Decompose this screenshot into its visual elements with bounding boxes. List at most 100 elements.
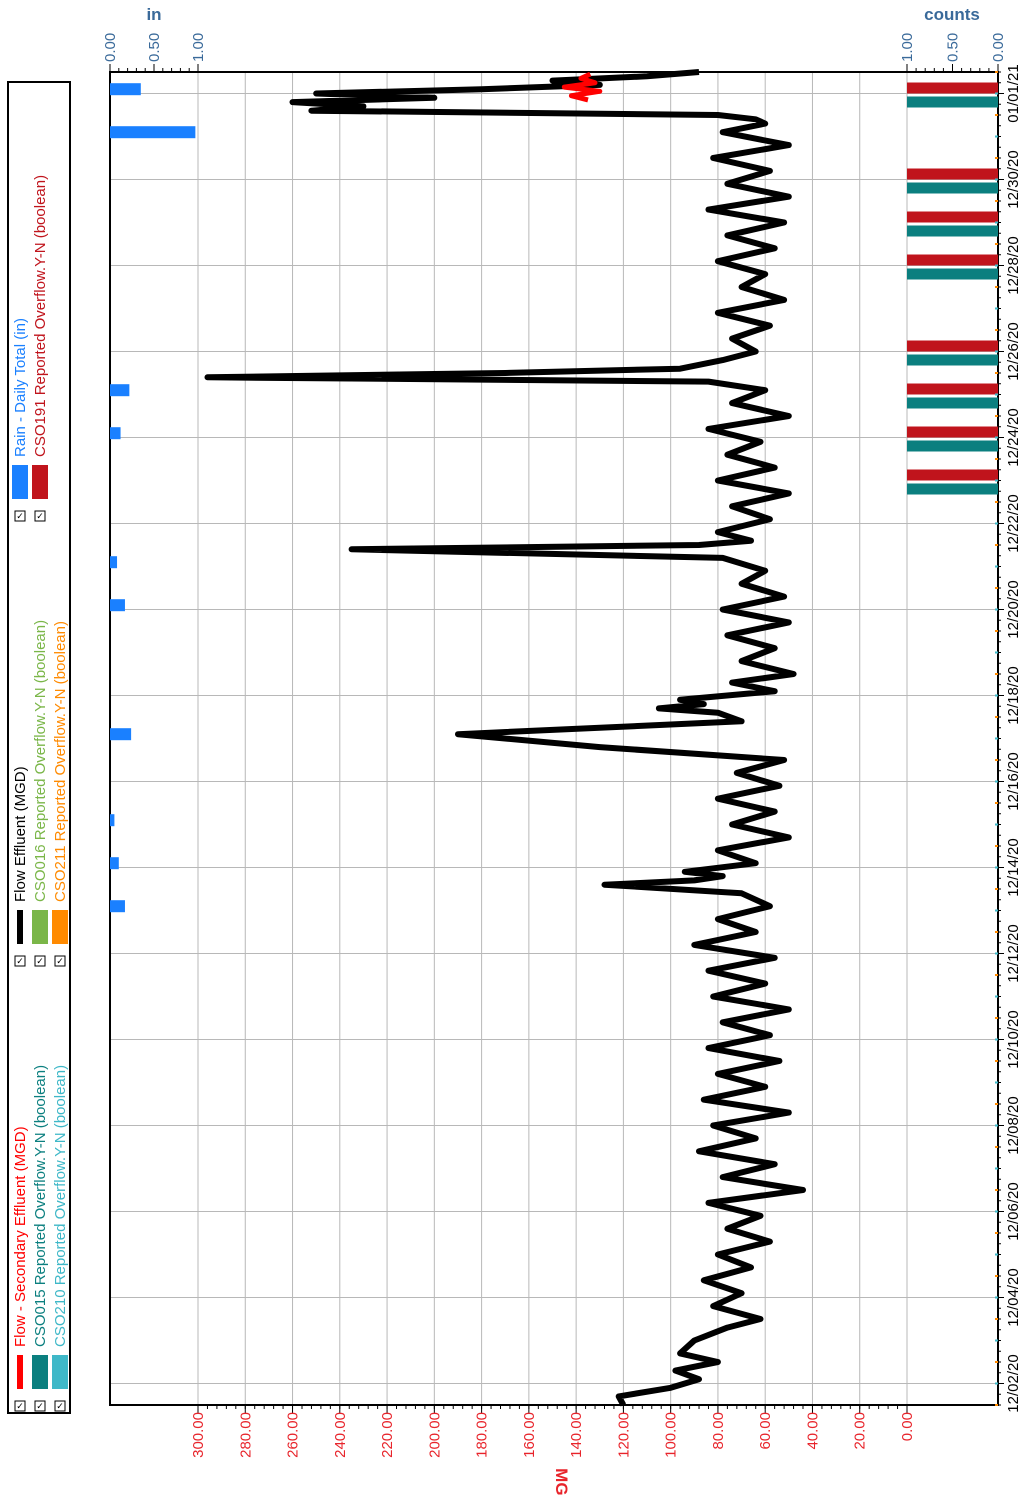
plot-area: [109, 71, 999, 1406]
legend-checkbox: [54, 955, 66, 967]
cso-zero-marker: [995, 823, 998, 826]
cso-zero-marker: [995, 845, 998, 847]
legend-swatch: [32, 910, 48, 944]
cso-zero-marker: [995, 995, 998, 998]
cso-zero-marker: [995, 178, 998, 181]
legend-label: CSO211 Reported Overflow.Y-N (boolean): [52, 621, 69, 902]
legend: ✓ Flow - Secondary Effluent (MGD) ✓ Flow Ef…: [7, 81, 71, 1414]
legend-checkbox: [14, 510, 26, 522]
cso-zero-marker: [995, 350, 998, 353]
rain-bar: [110, 900, 125, 913]
mgd-tick-label: 80.00: [710, 1412, 727, 1450]
cso-zero-marker: [995, 1296, 998, 1299]
cso-zero-marker: [995, 974, 998, 976]
cso191-bar: [907, 82, 998, 94]
cso-zero-marker: [995, 587, 998, 589]
cso-zero-marker: [995, 1038, 998, 1041]
legend-swatch: [52, 1355, 68, 1389]
cso191-bar: [907, 383, 998, 395]
rain-tick-label: 1.00: [190, 33, 207, 62]
cso191-bar: [907, 168, 998, 180]
cso191-bar: [907, 426, 998, 438]
legend-check-icon: ✓: [36, 512, 44, 522]
cso-zero-marker: [995, 1404, 998, 1406]
mgd-tick-label: 20.00: [852, 1412, 869, 1450]
mgd-tick-label: 200.00: [426, 1412, 443, 1458]
rain-bar: [110, 728, 132, 741]
legend-swatch: [17, 1355, 23, 1389]
cso-zero-marker: [995, 630, 998, 632]
mgd-tick-label: 100.00: [663, 1412, 680, 1458]
legend-checkbox: [14, 1400, 26, 1412]
mgd-tick-label: 160.00: [521, 1412, 538, 1458]
legend-check-icon: ✓: [36, 1402, 44, 1412]
counts-tick-label: 0.00: [990, 33, 1007, 62]
cso-zero-marker: [995, 243, 998, 245]
plot-background: [110, 72, 998, 1405]
cso-zero-marker: [995, 71, 998, 73]
cso-zero-marker: [995, 651, 998, 654]
legend-checkbox: [34, 1400, 46, 1412]
legend-label: CSO015 Reported Overflow.Y-N (boolean): [32, 1065, 49, 1347]
mgd-tick-label: 60.00: [757, 1412, 774, 1450]
cso-zero-marker: [995, 716, 998, 718]
cso-zero-marker: [995, 694, 998, 697]
rain-tick-label: 0.50: [146, 33, 163, 62]
cso-zero-marker: [995, 1167, 998, 1170]
legend-swatch: [52, 910, 68, 944]
cso-series: [907, 71, 998, 1406]
cso191-bar: [907, 254, 998, 266]
flow-secondary-line: [561, 71, 603, 103]
cso-zero-marker: [995, 866, 998, 869]
cso191-bar: [907, 469, 998, 481]
legend-check-icon: ✓: [16, 957, 24, 967]
date-tick-label: 12/12/20: [1005, 924, 1022, 982]
legend-frame: [7, 81, 71, 1414]
cso-zero-marker: [995, 1124, 998, 1127]
cso-zero-marker: [995, 1339, 998, 1342]
cso-zero-marker: [995, 307, 998, 310]
cso-zero-marker: [995, 1318, 998, 1320]
counts-tick-label: 0.50: [945, 33, 962, 62]
cso-zero-marker: [995, 608, 998, 611]
date-tick-label: 12/06/20: [1005, 1182, 1022, 1240]
cso-zero-marker: [995, 544, 998, 546]
cso-zero-marker: [995, 264, 998, 267]
rain-bar: [110, 857, 119, 870]
flow-effluent-line: [204, 69, 806, 1407]
mgd-tick-label: 40.00: [804, 1412, 821, 1450]
date-tick-label: 12/20/20: [1005, 580, 1022, 638]
cso-zero-marker: [995, 157, 998, 159]
date-tick-label: 12/14/20: [1005, 838, 1022, 896]
legend-label: Flow - Secondary Effluent (MGD): [12, 1126, 29, 1347]
legend-label: CSO191 Reported Overflow.Y-N (boolean): [32, 175, 49, 457]
cso-zero-marker: [995, 909, 998, 912]
legend-swatch: [17, 910, 23, 944]
date-tick-label: 12/30/20: [1005, 150, 1022, 208]
cso-zero-marker: [995, 372, 998, 374]
legend-checkbox: [14, 955, 26, 967]
mgd-tick-label: 140.00: [568, 1412, 585, 1458]
cso-zero-marker: [995, 1146, 998, 1148]
cso-zero-marker: [995, 1253, 998, 1256]
date-tick-label: 12/04/20: [1005, 1268, 1022, 1326]
cso-zero-marker: [995, 415, 998, 417]
mgd-tick-label: 180.00: [474, 1412, 491, 1458]
rain-bar: [110, 126, 196, 139]
mgd-tick-label: 280.00: [237, 1412, 254, 1458]
legend-swatch: [32, 465, 48, 499]
rain-series: [110, 83, 196, 913]
legend-label: Flow Effluent (MGD): [12, 766, 29, 902]
rain-bar: [110, 814, 115, 827]
cso-zero-marker: [995, 1189, 998, 1191]
cso-zero-marker: [995, 114, 998, 116]
date-tick-label: 12/24/20: [1005, 408, 1022, 466]
counts-tick-label: 1.00: [899, 33, 916, 62]
cso015-bar: [907, 440, 998, 452]
cso-zero-marker: [995, 1210, 998, 1213]
legend-check-icon: ✓: [16, 512, 24, 522]
cso-zero-marker: [995, 522, 998, 525]
cso015-bar: [907, 96, 998, 108]
rain-bar: [110, 599, 125, 612]
